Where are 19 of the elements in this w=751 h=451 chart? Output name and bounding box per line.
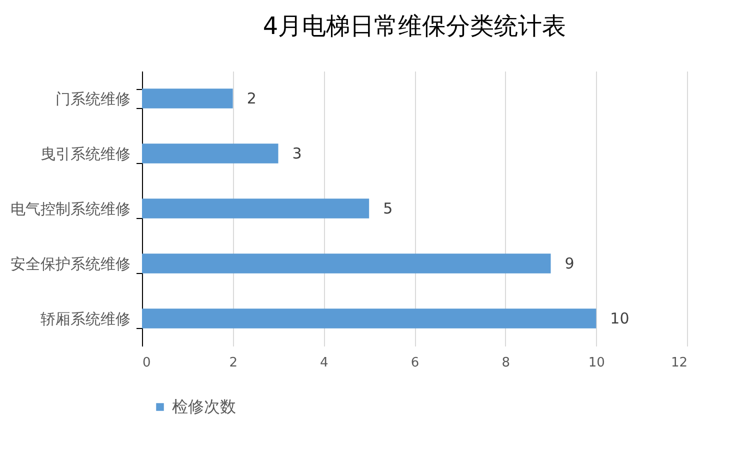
y-tick-label: 电气控制系统维修 — [10, 200, 130, 218]
x-tick-label: 4 — [320, 356, 328, 370]
x-tick-label: 2 — [229, 356, 238, 370]
data-label: 10 — [610, 310, 630, 328]
x-tick-label: 8 — [502, 356, 510, 370]
data-label: 5 — [383, 200, 393, 218]
x-tick-label: 6 — [410, 356, 420, 370]
y-tick-label: 安全保护系统维修 — [10, 255, 130, 273]
data-label: 2 — [246, 90, 256, 108]
y-tick-label: 门系统维修 — [56, 90, 130, 108]
y-tick-label: 曳引系统维修 — [40, 145, 130, 163]
x-tick-label: 12 — [670, 356, 688, 370]
data-label: 3 — [292, 144, 302, 162]
x-tick-label: 10 — [588, 356, 605, 370]
x-tick-label: 0 — [142, 356, 151, 370]
chart-title: 4月电梯日常维保分类统计表 — [262, 12, 566, 40]
data-label: 9 — [564, 254, 574, 272]
y-tick-label: 轿厢系统维修 — [40, 310, 130, 328]
legend-label: 检修次数 — [172, 397, 236, 416]
